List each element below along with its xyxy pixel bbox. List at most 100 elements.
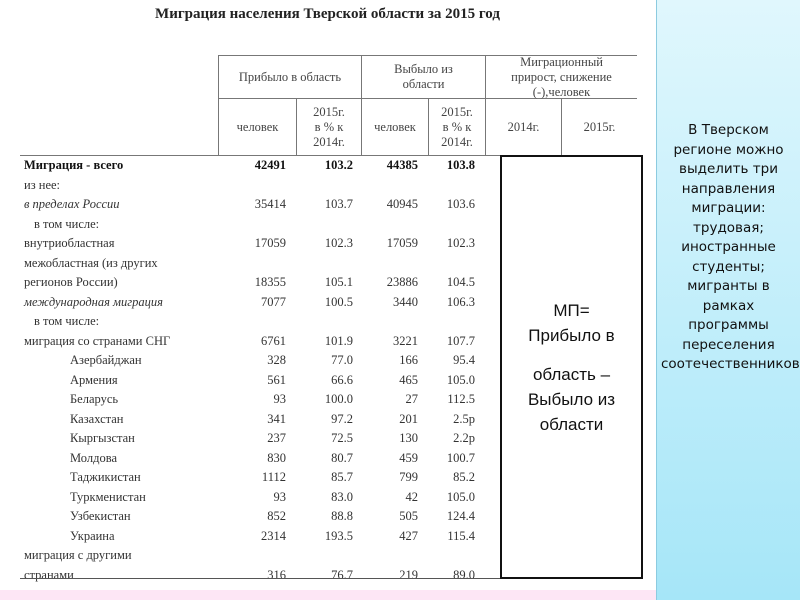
row-value: 105.0 xyxy=(446,372,475,387)
divider xyxy=(296,98,297,155)
row-value: 427 xyxy=(399,528,418,543)
row-value: 77.0 xyxy=(331,353,353,367)
row-label: Казахстан xyxy=(70,411,124,426)
table-row: из нее: xyxy=(24,176,484,195)
row-value: 105.1 xyxy=(324,275,353,289)
row-value: 42 xyxy=(405,489,419,504)
row-value: 2.2р xyxy=(453,431,475,445)
row-label: в том числе: xyxy=(34,314,100,328)
row-value: 3221 xyxy=(393,333,418,348)
formula-line: Выбыло из xyxy=(527,389,616,409)
bottom-strip xyxy=(0,590,656,600)
table-row: в пределах России 35414 103.7 40945 103.6 xyxy=(24,195,484,214)
row-value: 76.7 xyxy=(331,567,353,582)
table-row: миграция со странами СНГ 6761 101.9 3221 107… xyxy=(24,332,484,351)
row-value: 103.8 xyxy=(446,158,475,172)
row-label: миграция с другими xyxy=(24,548,132,562)
divider xyxy=(218,98,637,99)
row-label: в том числе: xyxy=(34,216,100,231)
row-value: 18355 xyxy=(254,275,286,289)
row-value: 80.7 xyxy=(331,450,353,465)
table-row: Украина 2314 193.5 427 115.4 xyxy=(24,527,484,546)
row-value: 166 xyxy=(399,353,418,367)
row-value: 103.2 xyxy=(324,158,353,172)
row-label: Узбекистан xyxy=(70,509,131,523)
table-row: Беларусь 93 100.0 27 112.5 xyxy=(24,390,484,409)
table-row: в том числе: xyxy=(24,312,484,331)
table-title: Миграция населения Тверской области за 2… xyxy=(155,6,500,22)
table-row: Молдова 830 80.7 459 100.7 xyxy=(24,449,484,468)
row-value: 97.2 xyxy=(331,411,353,426)
formula-line: области xyxy=(539,414,604,434)
row-value: 35414 xyxy=(254,197,286,211)
table-bottom-border xyxy=(20,578,637,579)
row-value: 100.7 xyxy=(446,450,475,465)
table-row: внутриобластная 17059 102.3 17059 102.3 xyxy=(24,234,484,253)
row-label: межобластная (из других xyxy=(24,255,158,270)
row-value: 85.2 xyxy=(453,470,475,484)
row-value: 93 xyxy=(273,489,287,504)
table-row: международная миграция 7077 100.5 3440 106.3 xyxy=(24,293,484,312)
row-value: 830 xyxy=(267,450,286,465)
row-value: 103.6 xyxy=(446,197,475,211)
row-value: 799 xyxy=(399,470,418,484)
row-value: 101.9 xyxy=(324,333,353,348)
row-value: 237 xyxy=(267,431,286,445)
row-value: 852 xyxy=(267,509,286,523)
row-label: Миграция - всего xyxy=(24,158,124,172)
row-value: 1112 xyxy=(261,470,286,484)
table-row: межобластная (из других xyxy=(24,254,484,273)
row-value: 17059 xyxy=(386,236,418,250)
row-value: 201 xyxy=(399,411,418,426)
subheader-arrived-people: человек xyxy=(236,119,279,134)
row-label: Беларусь xyxy=(70,392,119,406)
subheader-departed-percent: 2015г. в % к 2014г. xyxy=(441,104,473,149)
divider xyxy=(428,98,429,155)
formula-line: МП= xyxy=(553,300,590,320)
row-value: 102.3 xyxy=(324,236,353,250)
row-value: 193.5 xyxy=(324,528,353,543)
subheader-2015: 2015г. xyxy=(583,119,616,134)
table-row: Азербайджан 328 77.0 166 95.4 xyxy=(24,351,484,370)
row-label: Кыргызстан xyxy=(70,431,135,445)
row-value: 27 xyxy=(405,392,419,406)
row-value: 23886 xyxy=(386,275,418,289)
header-arrived: Прибыло в область xyxy=(238,69,342,84)
row-value: 44385 xyxy=(386,158,418,172)
header-migration-growth: Миграционный прирост, снижение (-),челов… xyxy=(511,54,612,99)
row-label: из нее: xyxy=(24,177,61,192)
row-value: 72.5 xyxy=(331,431,353,445)
table-row: странами 316 76.7 219 89.0 xyxy=(24,566,484,585)
row-value: 102.3 xyxy=(446,236,475,250)
table-row: Миграция - всего 42491 103.2 44385 103.8 xyxy=(24,156,484,175)
divider xyxy=(218,55,637,56)
table-row: миграция с другими xyxy=(24,546,484,565)
row-value: 465 xyxy=(399,372,418,387)
row-value: 328 xyxy=(267,353,286,367)
divider xyxy=(361,55,362,155)
row-label: Азербайджан xyxy=(70,353,142,367)
table-row: регионов России) 18355 105.1 23886 104.5 xyxy=(24,273,484,292)
table-row: Казахстан 341 97.2 201 2.5р xyxy=(24,410,484,429)
divider xyxy=(561,98,562,155)
row-value: 88.8 xyxy=(331,509,353,523)
row-label: в пределах России xyxy=(24,197,120,211)
row-value: 95.4 xyxy=(453,353,475,367)
row-value: 40945 xyxy=(386,197,418,211)
row-value: 561 xyxy=(267,372,286,387)
row-label: миграция со странами СНГ xyxy=(24,333,171,348)
row-value: 93 xyxy=(273,392,287,406)
row-label: регионов России) xyxy=(24,275,118,289)
row-label: внутриобластная xyxy=(24,236,115,250)
row-value: 85.7 xyxy=(331,470,353,484)
row-value: 316 xyxy=(267,567,286,582)
row-value: 124.4 xyxy=(446,509,475,523)
row-value: 115.4 xyxy=(447,528,475,543)
formula-box: МП= Прибыло в область – Выбыло из област… xyxy=(500,155,643,579)
table-row: Узбекистан 852 88.8 505 124.4 xyxy=(24,507,484,526)
formula-line: Прибыло в xyxy=(528,325,615,345)
row-value: 505 xyxy=(399,509,418,523)
info-panel-text: В Тверском регионе можно выделить три на… xyxy=(661,122,800,372)
info-panel: В Тверском регионе можно выделить три на… xyxy=(656,0,800,600)
row-value: 107.7 xyxy=(446,333,475,348)
